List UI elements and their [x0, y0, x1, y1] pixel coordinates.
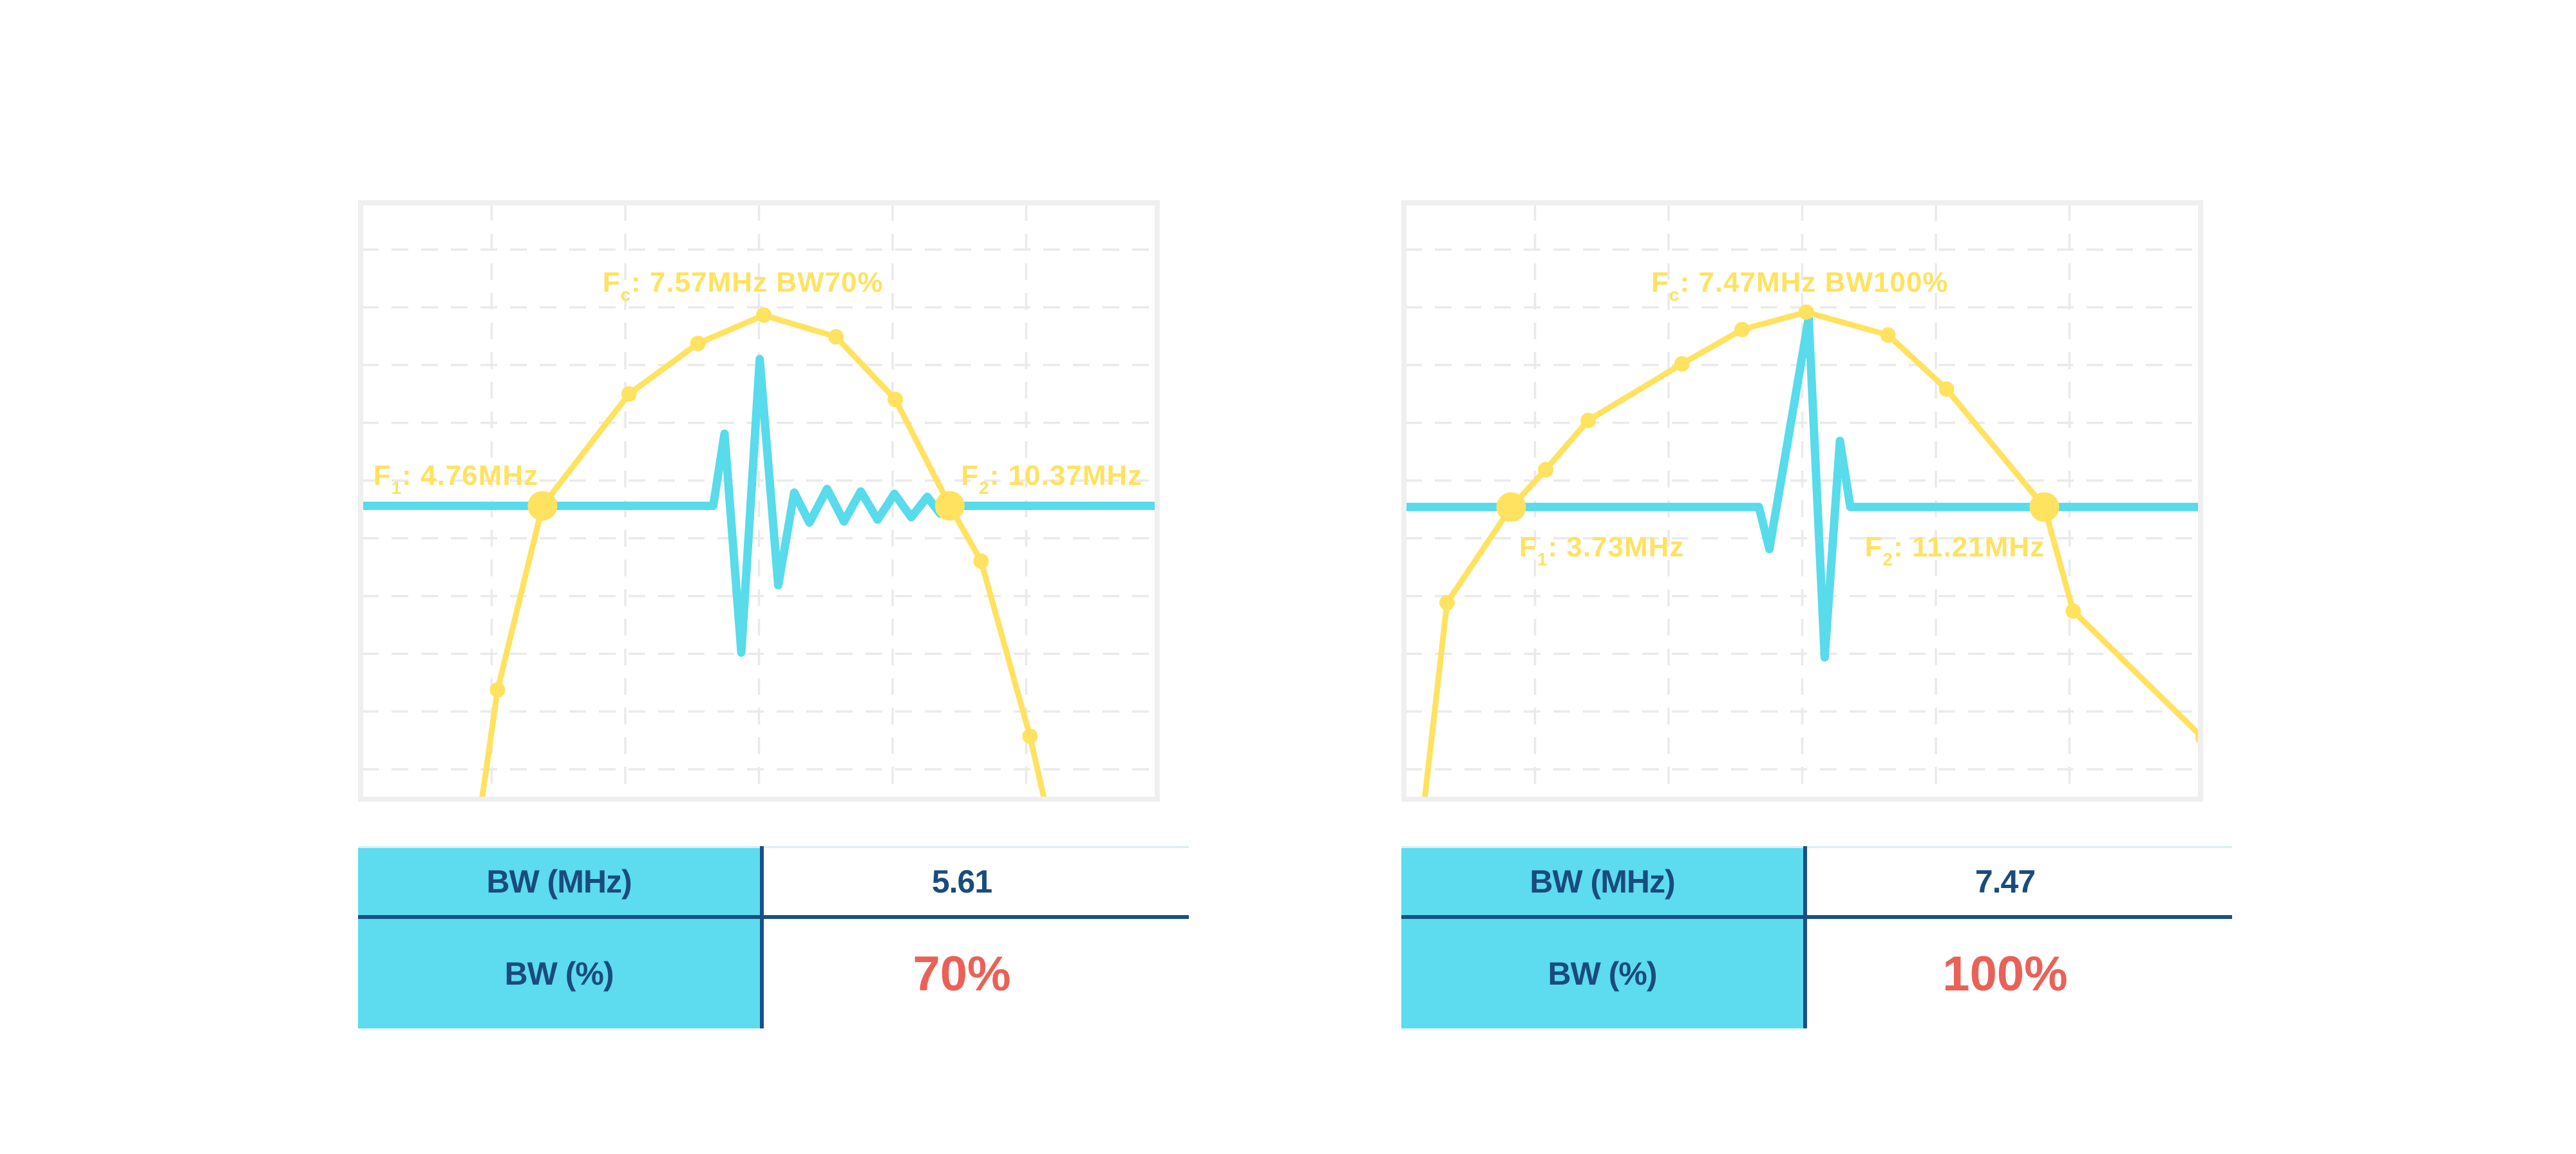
table-column-divider: [1803, 846, 1807, 1028]
spectrum-line: [479, 312, 1047, 799]
data-point-marker: [2029, 492, 2060, 522]
spectrum-markers: [489, 307, 1038, 744]
data-point-marker: [489, 682, 506, 698]
echo-waveform-line: [1405, 314, 2200, 662]
data-point-marker: [1938, 381, 1955, 397]
left-chart: Fc: 7.57MHz BW70% F1: 4.76MHz F2: 10.37MHz: [358, 200, 1160, 802]
table-top-border: [1401, 846, 2232, 848]
data-point-marker: [1538, 462, 1554, 478]
data-point-marker: [1674, 356, 1690, 372]
data-point-marker: [1496, 492, 1526, 522]
f1-annotation: F1: 4.76MHz: [374, 460, 538, 498]
bw-mhz-value: 7.47: [1975, 864, 2036, 900]
right-spectrum-plot: Fc: 7.47MHz BW100% F1: 3.73MHz F2: 11.21MH…: [1401, 200, 2203, 802]
bw-mhz-label: BW (MHz): [486, 864, 632, 900]
bw-mhz-value: 5.61: [931, 864, 992, 900]
right-bw-table: BW (MHz) 7.47 BW (%) 100%: [1401, 846, 2232, 1028]
data-point-marker: [527, 491, 558, 521]
bw-percent-label: BW (%): [504, 956, 614, 992]
echo-waveform-line: [361, 355, 1157, 657]
f2-annotation: F2: 11.21MHz: [1865, 531, 2045, 569]
right-panel: Fc: 7.47MHz BW100% F1: 3.73MHz F2: 11.21MH…: [1401, 200, 2232, 1028]
data-point-marker: [621, 386, 637, 402]
fc-annotation: Fc: 7.57MHz BW70%: [603, 267, 884, 305]
data-point-marker: [690, 336, 706, 352]
bw-mhz-label: BW (MHz): [1530, 864, 1675, 900]
data-point-marker: [1580, 412, 1596, 428]
table-label-column-background: [1401, 848, 1805, 1028]
data-point-marker: [934, 491, 965, 521]
f1-annotation: F1: 3.73MHz: [1519, 531, 1684, 569]
plot-frame: [358, 200, 1160, 802]
data-point-marker: [887, 392, 904, 408]
bw-percent-label: BW (%): [1548, 956, 1658, 992]
data-point-marker: [755, 307, 772, 323]
data-point-marker: [973, 553, 989, 569]
f2-annotation: F2: 10.37MHz: [961, 460, 1142, 498]
right-chart: Fc: 7.47MHz BW100% F1: 3.73MHz F2: 11.21MH…: [1401, 200, 2203, 802]
data-point-marker: [1880, 327, 1896, 343]
table-row-divider: [358, 915, 1189, 919]
table-row-divider: [1401, 915, 2232, 919]
bw-percent-value: 100%: [1942, 946, 2068, 1001]
fc-annotation: Fc: 7.47MHz BW100%: [1651, 267, 1948, 305]
data-point-marker: [2065, 603, 2081, 619]
table-column-divider: [760, 846, 764, 1028]
table-top-border: [358, 846, 1189, 848]
bw-percent-value: 70%: [913, 946, 1011, 1001]
spectrum-markers: [1439, 304, 2200, 744]
left-bw-table: BW (MHz) 5.61 BW (%) 70%: [358, 846, 1189, 1028]
plot-frame: [1401, 200, 2203, 802]
left-panel: Fc: 7.57MHz BW70% F1: 4.76MHz F2: 10.37MHz…: [358, 200, 1189, 1028]
table-label-column-background: [358, 848, 762, 1028]
data-point-marker: [1798, 304, 1814, 320]
left-spectrum-plot: Fc: 7.57MHz BW70% F1: 4.76MHz F2: 10.37MHz: [358, 200, 1160, 802]
data-point-marker: [828, 329, 844, 345]
data-point-marker: [1022, 728, 1038, 744]
data-point-marker: [1439, 594, 1455, 610]
data-point-marker: [1734, 321, 1750, 337]
